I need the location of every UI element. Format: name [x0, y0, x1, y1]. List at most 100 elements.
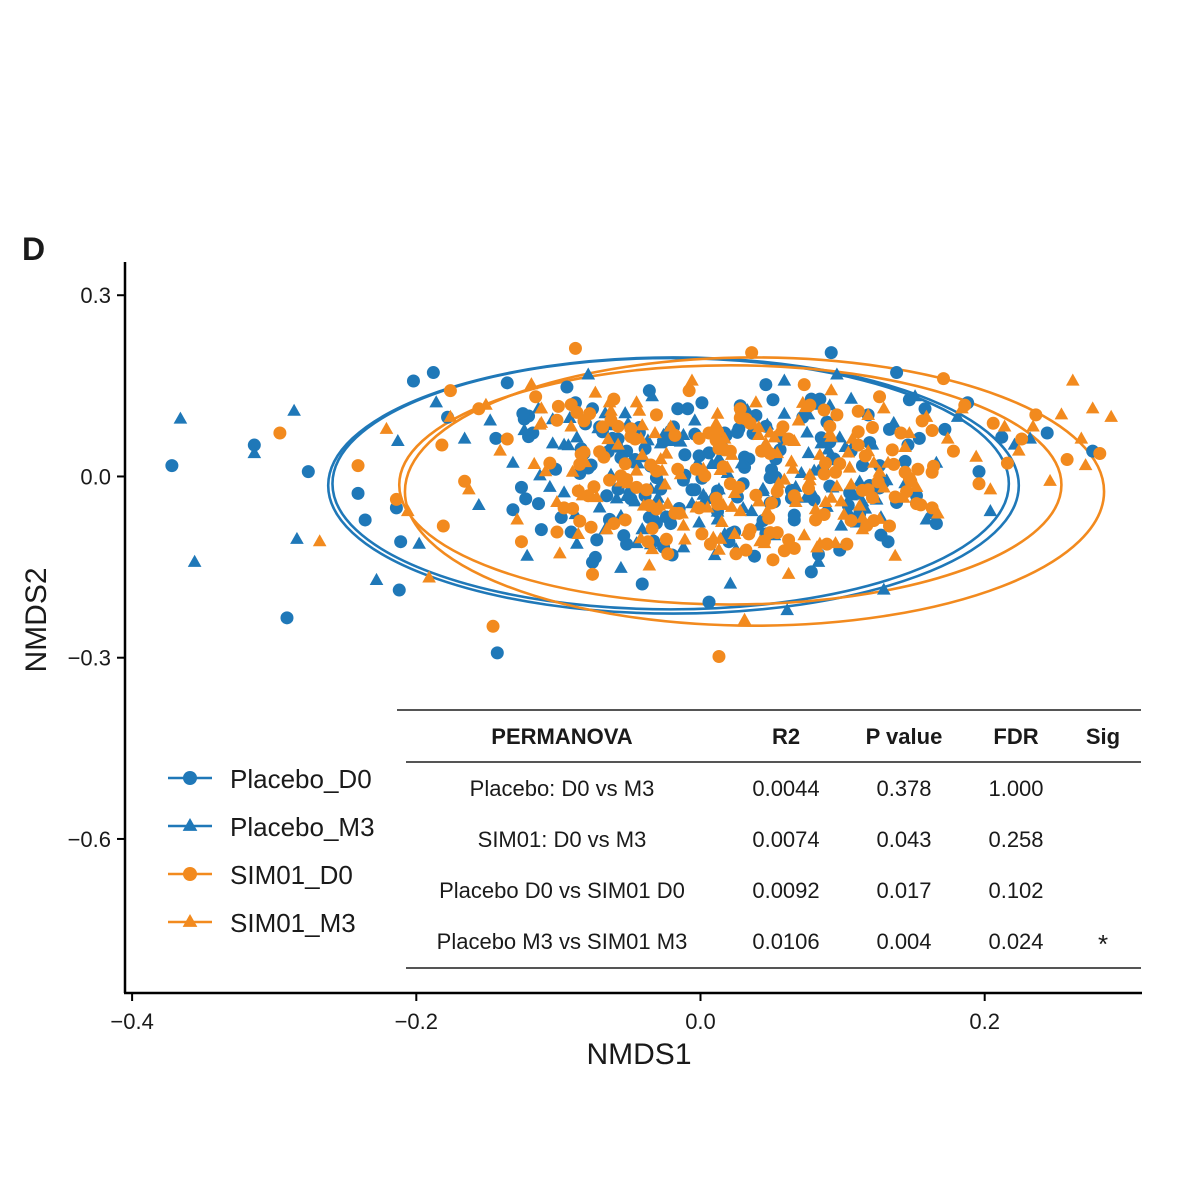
data-point — [629, 463, 644, 476]
data-point — [801, 407, 816, 420]
data-point — [506, 503, 520, 517]
data-point — [557, 485, 571, 498]
data-point — [1078, 458, 1093, 471]
data-point — [592, 500, 607, 513]
data-point — [696, 487, 711, 500]
data-point — [702, 446, 716, 460]
data-point — [855, 510, 870, 523]
legend-label: SIM01_D0 — [230, 860, 353, 890]
data-point — [658, 433, 672, 446]
data-point — [781, 566, 796, 579]
data-point — [773, 421, 787, 434]
legend-marker — [183, 771, 197, 785]
data-point — [753, 534, 768, 547]
data-point — [813, 447, 827, 460]
data-point — [689, 500, 704, 513]
data-point — [918, 402, 932, 416]
table-cell: 0.043 — [876, 827, 931, 852]
data-point — [969, 449, 983, 462]
series-sim01-m3 — [312, 373, 1118, 625]
legend-marker — [183, 867, 197, 881]
data-point — [685, 373, 699, 386]
data-point — [287, 403, 301, 416]
data-point — [165, 459, 179, 473]
legend-marker — [182, 817, 198, 831]
data-point — [1060, 453, 1074, 467]
data-point — [273, 426, 287, 440]
data-point — [593, 445, 607, 459]
table-header-cell: R2 — [772, 724, 800, 749]
data-point — [514, 480, 528, 494]
legend-item-sim01-d0: SIM01_D0 — [168, 860, 353, 890]
data-point — [660, 496, 675, 509]
y-tick-label: 0.0 — [80, 464, 111, 489]
data-point — [570, 536, 584, 549]
data-point — [529, 390, 543, 404]
data-point — [908, 389, 922, 402]
data-point — [618, 406, 633, 419]
data-point — [733, 504, 748, 517]
data-point — [861, 444, 875, 457]
data-point — [651, 490, 665, 503]
series-sim01-d0 — [273, 341, 1107, 663]
data-point — [645, 521, 659, 535]
data-point — [876, 401, 891, 414]
data-point — [881, 455, 895, 468]
data-point — [882, 519, 896, 533]
data-point — [851, 425, 865, 439]
x-axis-label: NMDS1 — [586, 1038, 691, 1071]
data-point — [745, 346, 759, 360]
data-point — [1029, 408, 1043, 422]
data-point — [533, 417, 547, 430]
data-point — [852, 474, 867, 487]
data-point — [824, 383, 839, 396]
data-point — [351, 486, 365, 500]
y-tick-label: −0.3 — [68, 646, 111, 671]
data-point — [808, 502, 823, 515]
data-point — [663, 419, 678, 432]
data-point — [692, 431, 706, 445]
data-point — [668, 428, 682, 442]
data-point — [676, 518, 691, 531]
data-point — [972, 465, 986, 479]
data-point — [534, 401, 549, 414]
data-point — [358, 513, 372, 527]
data-point — [692, 515, 706, 528]
data-point — [457, 431, 472, 444]
data-point — [817, 403, 831, 417]
data-point — [631, 456, 645, 469]
data-point — [712, 450, 726, 463]
data-point — [830, 408, 844, 422]
data-point — [780, 603, 795, 616]
data-point — [671, 402, 685, 416]
data-point — [874, 528, 888, 542]
data-point — [635, 447, 650, 460]
data-point — [801, 482, 815, 496]
data-point — [545, 436, 560, 449]
data-point — [788, 479, 803, 492]
data-point — [443, 409, 458, 422]
data-point — [280, 611, 294, 625]
data-point — [600, 489, 614, 503]
legend-label: SIM01_M3 — [230, 908, 356, 938]
data-point — [810, 540, 824, 553]
data-point — [520, 548, 534, 561]
data-point — [479, 397, 493, 410]
data-point — [717, 431, 732, 444]
data-point — [986, 416, 1000, 430]
legend-item-placebo-d0: Placebo_D0 — [168, 764, 372, 794]
data-point — [712, 649, 726, 663]
data-point — [565, 464, 580, 477]
data-point — [734, 456, 749, 469]
data-point — [834, 494, 848, 507]
data-point — [1104, 409, 1118, 422]
data-point — [817, 467, 831, 481]
data-point — [727, 485, 742, 498]
data-point — [950, 409, 965, 422]
data-point — [819, 456, 833, 470]
data-point — [851, 404, 865, 418]
data-point — [636, 498, 651, 511]
data-points — [165, 341, 1118, 663]
data-point — [840, 537, 854, 551]
data-point — [834, 518, 848, 531]
